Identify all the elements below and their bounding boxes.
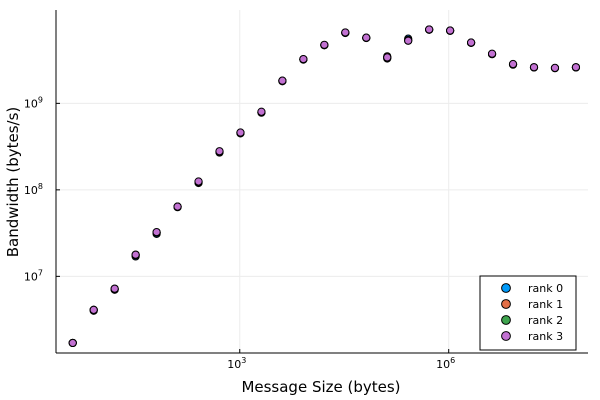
point-rank3-10: [278, 76, 287, 85]
point-rank3-4: [152, 227, 161, 237]
point-rank3-0: [68, 338, 77, 348]
point-rank3-15: [383, 53, 392, 62]
point-rank3-6: [194, 177, 203, 186]
legend-label-3: rank 3: [528, 330, 563, 343]
legend-marker-0: [501, 283, 511, 293]
legend-marker-1: [501, 299, 511, 309]
point-rank3-11: [299, 54, 308, 64]
legend-box: [479, 275, 577, 351]
y-axis-label: Bandwidth (bytes/s): [4, 107, 22, 258]
legend-label-1: rank 1: [528, 298, 563, 311]
x-axis-label: Message Size (bytes): [241, 378, 400, 396]
legend: rank 0 rank 1 rank 2 rank 3: [479, 275, 577, 351]
point-rank3-9: [257, 107, 266, 116]
point-rank3-8: [236, 128, 245, 137]
point-rank3-3: [131, 250, 140, 259]
point-rank3-16: [404, 36, 413, 45]
point-rank3-21: [508, 59, 518, 69]
point-rank3-19: [467, 38, 476, 47]
legend-marker-2: [501, 315, 511, 325]
point-rank3-7: [215, 147, 224, 156]
point-rank3-20: [487, 49, 497, 58]
point-rank3-12: [320, 40, 329, 49]
point-rank3-5: [173, 202, 182, 211]
legend-label-2: rank 2: [528, 314, 563, 327]
point-rank3-13: [341, 28, 350, 37]
data-points: [68, 25, 581, 348]
point-rank3-23: [550, 63, 560, 72]
point-rank3-1: [89, 305, 98, 314]
point-rank3-22: [529, 63, 539, 72]
point-rank3-24: [571, 63, 581, 72]
axes: [55, 10, 588, 354]
point-rank3-18: [446, 26, 455, 35]
legend-label-0: rank 0: [528, 282, 563, 295]
point-rank3-14: [362, 33, 371, 42]
point-rank3-17: [425, 25, 434, 34]
legend-marker-3: [501, 331, 511, 341]
point-rank3-2: [110, 284, 119, 293]
